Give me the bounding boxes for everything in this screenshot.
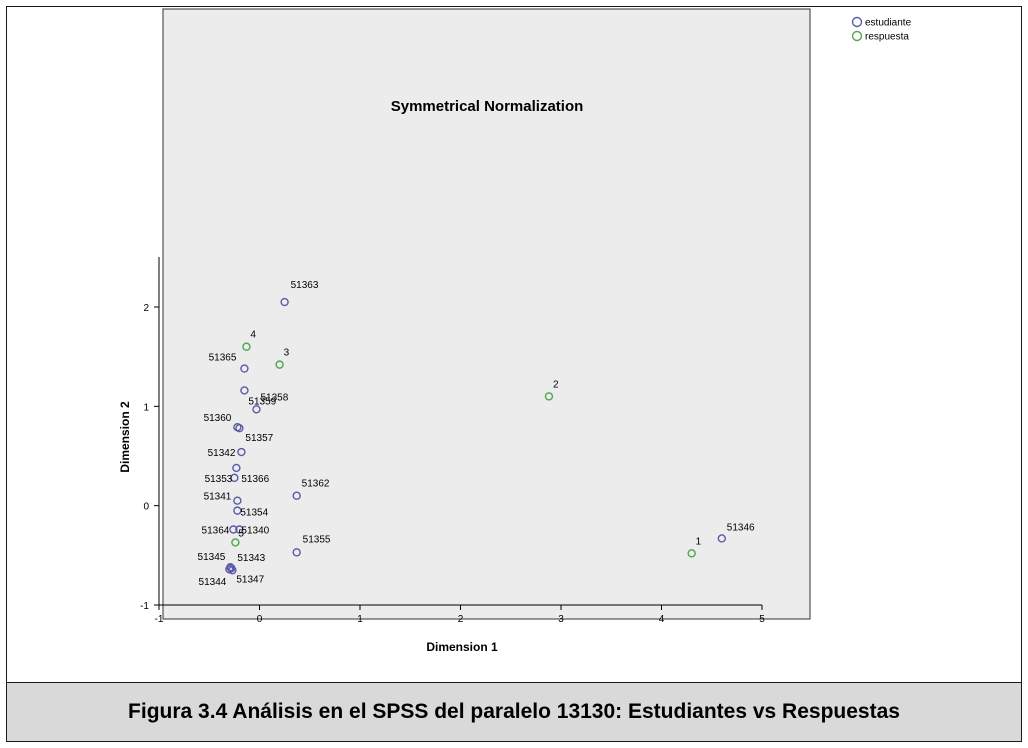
point-label: 51358 — [260, 392, 288, 403]
scatter-point-estudiante — [232, 463, 241, 473]
scatter-point-estudiante — [233, 506, 242, 515]
point-label: 51340 — [241, 526, 269, 537]
scatter-point-estudiante — [230, 473, 239, 483]
point-label: 51354 — [240, 508, 268, 519]
point-label: 51366 — [241, 474, 269, 485]
plot-area — [162, 8, 811, 620]
y-axis-title: Dimension 2 — [118, 401, 132, 473]
chart-title: Symmetrical Normalization — [391, 98, 584, 115]
legend-marker-respuesta — [851, 30, 863, 42]
scatter-point-respuesta — [275, 360, 284, 369]
point-label: 51365 — [209, 353, 237, 364]
scatter-point-estudiante — [233, 496, 242, 505]
point-label: 51347 — [236, 574, 264, 585]
y-tick-label: 2 — [143, 303, 149, 314]
x-tick-label: 4 — [659, 614, 665, 625]
scatter-point-estudiante — [226, 563, 235, 572]
point-label: 51359 — [248, 396, 276, 407]
x-tick-label: 5 — [759, 614, 765, 625]
point-label: 51345 — [198, 552, 226, 563]
scatter-point-estudiante — [240, 364, 249, 373]
scatter-point-estudiante — [235, 423, 244, 433]
scatter-point-estudiante — [235, 525, 244, 534]
point-label: 2 — [553, 379, 559, 390]
point-label: 5 — [238, 528, 244, 539]
point-label: 51363 — [291, 280, 319, 291]
axes: -1 0 1 2 3 4 5 -1 0 1 2 — [140, 257, 765, 625]
point-label: 51364 — [202, 526, 230, 537]
scatter-point-estudiante — [240, 386, 249, 395]
x-tick-label: 2 — [458, 614, 464, 625]
legend: estudiante respuesta — [851, 16, 912, 43]
point-label: 51355 — [303, 534, 331, 545]
scatter-point-respuesta — [544, 392, 554, 401]
point-label: 51360 — [204, 413, 232, 424]
point-label: 1 — [696, 536, 702, 547]
legend-label-estudiante: estudiante — [865, 18, 912, 29]
x-tick-label: 1 — [357, 614, 363, 625]
scatter-point-respuesta — [242, 342, 251, 351]
legend-label-respuesta: respuesta — [865, 32, 909, 43]
point-label: 51343 — [237, 553, 265, 564]
point-label: 51362 — [302, 479, 330, 490]
scatter-point-estudiante — [252, 405, 261, 414]
point-label: 51344 — [199, 577, 227, 588]
point-label: 51346 — [727, 522, 755, 533]
x-tick-label: 3 — [558, 614, 564, 625]
y-tick-label: -1 — [140, 601, 149, 612]
y-tick-label: 0 — [143, 502, 149, 513]
legend-marker-estudiante — [851, 16, 863, 28]
scatter-point-respuesta — [231, 538, 240, 547]
point-label: 4 — [250, 330, 256, 341]
point-label: 51341 — [204, 492, 232, 503]
scatter-point-estudiante — [717, 534, 726, 543]
figure-caption: Figura 3.4 Análisis en el SPSS del paral… — [128, 700, 900, 723]
data-points — [225, 297, 726, 575]
x-tick-label: -1 — [155, 614, 164, 625]
scatter-point-estudiante — [237, 447, 246, 457]
x-tick-label: 0 — [257, 614, 263, 625]
point-label: 51342 — [208, 448, 236, 459]
y-tick-label: 1 — [143, 402, 149, 413]
point-label: 3 — [284, 348, 290, 359]
point-label: 51357 — [245, 433, 273, 444]
figure-frame: -1 0 1 2 3 4 5 -1 0 1 2 51363 51365 51359 51358 51360 5… — [6, 6, 1022, 742]
caption-bar: Figura 3.4 Análisis en el SPSS del paral… — [7, 682, 1021, 741]
point-label: 51353 — [205, 474, 233, 485]
scatter-point-estudiante — [292, 491, 301, 500]
scatter-point-respuesta — [687, 549, 696, 558]
scatter-point-estudiante — [280, 297, 289, 307]
point-labels: 5136351365513595135851360513575134251366… — [198, 280, 755, 588]
scatter-point-estudiante — [229, 525, 238, 534]
scatter-point-estudiante — [292, 548, 301, 557]
x-axis-title: Dimension 1 — [426, 640, 498, 654]
